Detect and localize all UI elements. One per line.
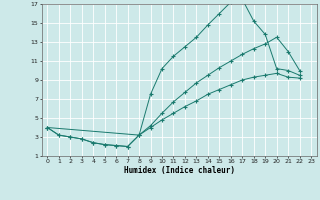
X-axis label: Humidex (Indice chaleur): Humidex (Indice chaleur): [124, 166, 235, 175]
